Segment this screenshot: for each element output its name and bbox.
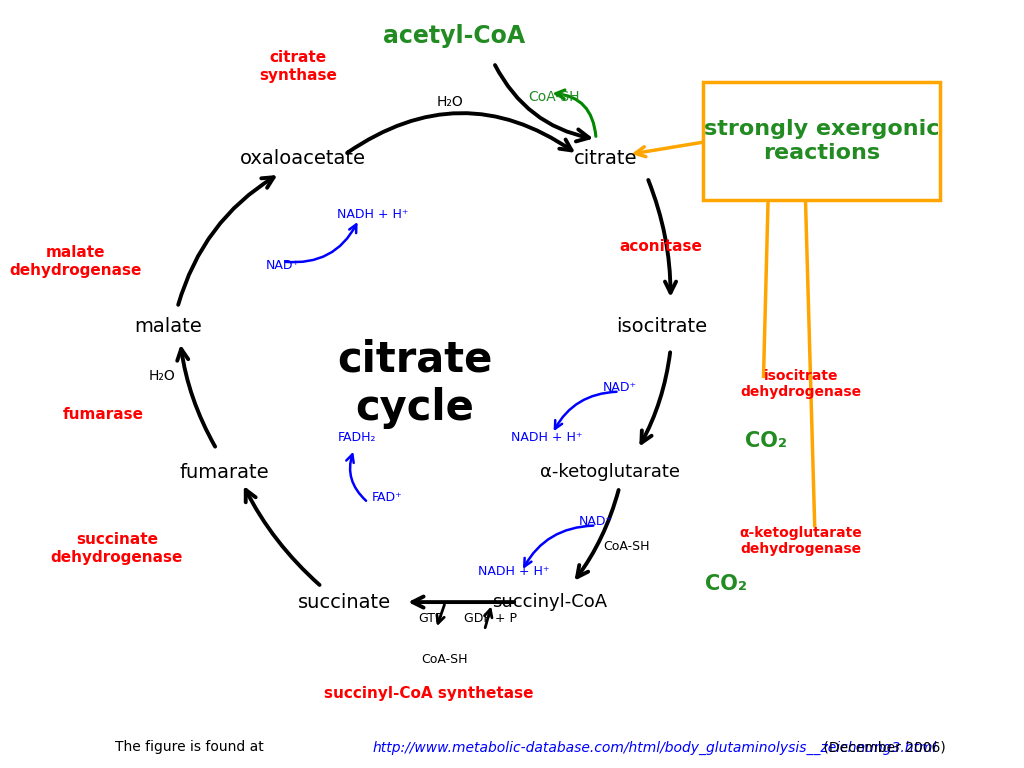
- Text: fumarase: fumarase: [62, 407, 143, 422]
- Text: fumarate: fumarate: [179, 462, 268, 482]
- Text: GDP + P: GDP + P: [465, 612, 517, 625]
- Text: CoA-SH: CoA-SH: [421, 653, 468, 666]
- FancyBboxPatch shape: [703, 81, 940, 200]
- Text: strongly exergonic
reactions: strongly exergonic reactions: [703, 120, 939, 163]
- Text: succinate
dehydrogenase: succinate dehydrogenase: [51, 532, 183, 564]
- Text: NADH + H⁺: NADH + H⁺: [511, 431, 583, 444]
- Text: NADH + H⁺: NADH + H⁺: [478, 565, 550, 578]
- Text: citrate: citrate: [573, 149, 637, 167]
- Text: http://www.metabolic-database.com/html/body_glutaminolysis__zeichnung3.html: http://www.metabolic-database.com/html/b…: [373, 740, 937, 754]
- Text: malate: malate: [134, 317, 202, 336]
- Text: oxaloacetate: oxaloacetate: [240, 149, 366, 167]
- Text: H₂O: H₂O: [148, 369, 175, 383]
- Text: H₂O: H₂O: [436, 95, 464, 109]
- Text: FADH₂: FADH₂: [338, 431, 376, 444]
- Text: CoA-SH: CoA-SH: [603, 540, 650, 553]
- Text: isocitrate: isocitrate: [615, 317, 707, 336]
- Text: succinyl-CoA synthetase: succinyl-CoA synthetase: [324, 687, 534, 701]
- Text: The figure is found at: The figure is found at: [115, 740, 268, 754]
- Text: CoA-SH: CoA-SH: [528, 90, 580, 104]
- Text: aconitase: aconitase: [620, 239, 702, 253]
- Text: CO₂: CO₂: [745, 432, 787, 452]
- Text: NAD⁺: NAD⁺: [265, 259, 300, 272]
- Text: citrate
synthase: citrate synthase: [259, 50, 337, 83]
- Text: malate
dehydrogenase: malate dehydrogenase: [9, 245, 141, 278]
- Text: succinyl-CoA: succinyl-CoA: [492, 593, 607, 611]
- Text: NADH + H⁺: NADH + H⁺: [337, 207, 409, 220]
- Text: α-ketoglutarate: α-ketoglutarate: [540, 463, 680, 481]
- Text: FAD⁺: FAD⁺: [372, 491, 402, 504]
- Text: GTP: GTP: [418, 612, 442, 625]
- Text: succinate: succinate: [298, 593, 391, 611]
- Text: acetyl-CoA: acetyl-CoA: [383, 24, 524, 48]
- Text: NAD⁺: NAD⁺: [579, 515, 613, 528]
- Text: NAD⁺: NAD⁺: [602, 382, 636, 394]
- Text: isocitrate
dehydrogenase: isocitrate dehydrogenase: [740, 369, 861, 399]
- Text: α-ketoglutarate
dehydrogenase: α-ketoglutarate dehydrogenase: [739, 526, 862, 556]
- Text: (December 2006): (December 2006): [819, 740, 946, 754]
- Text: CO₂: CO₂: [706, 574, 748, 594]
- Text: citrate
cycle: citrate cycle: [337, 339, 493, 429]
